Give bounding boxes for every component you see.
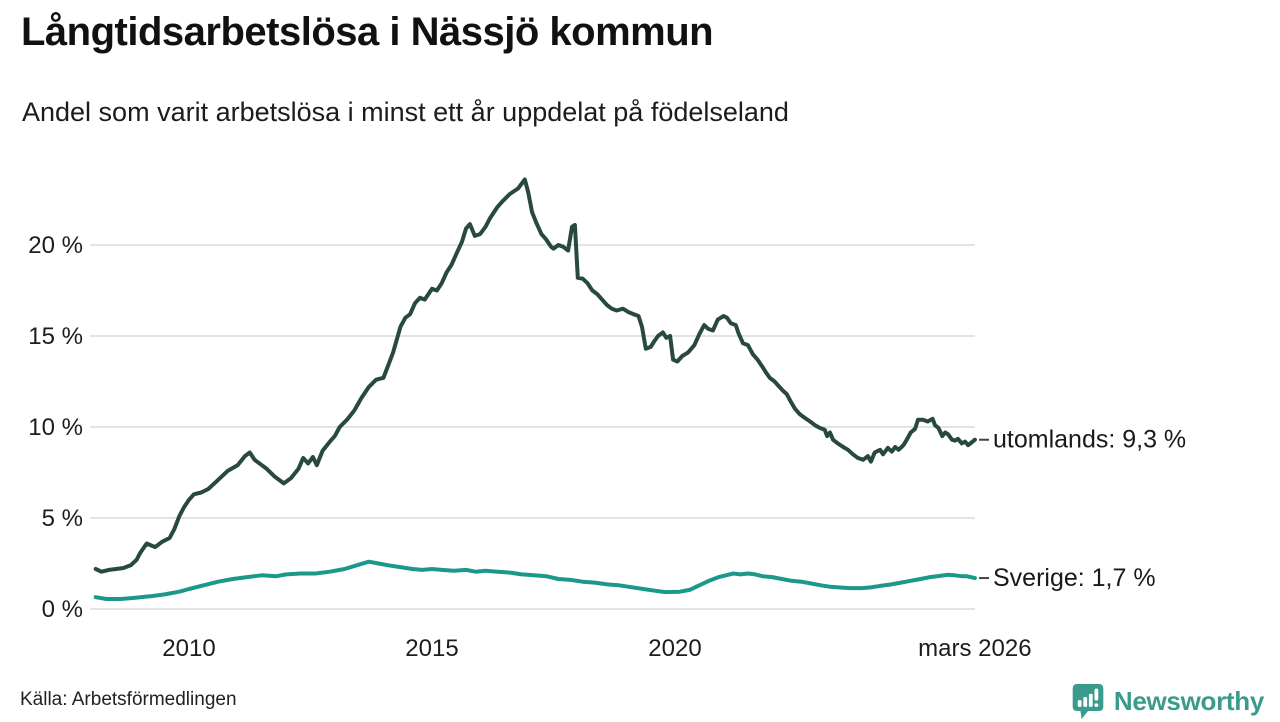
page-title: Långtidsarbetslösa i Nässjö kommun [21,10,714,54]
source-note: Källa: Arbetsförmedlingen [20,689,237,710]
x-tick-label: mars 2026 [918,635,1031,662]
series-end-label-sverige: Sverige: 1,7 % [993,564,1156,592]
y-tick-label: 20 % [28,232,83,259]
y-tick-label: 5 % [42,505,83,532]
x-tick-label: 2020 [648,635,701,662]
newsworthy-wordmark: Newsworthy [1113,686,1264,716]
page-subtitle: Andel som varit arbetslösa i minst ett å… [22,97,789,127]
newsworthy-logo: Newsworthy [1070,681,1264,722]
series-end-label-utomlands: utomlands: 9,3 % [993,426,1186,454]
x-tick-label: 2010 [162,635,215,662]
newsworthy-bubble-chart-icon [1072,683,1104,720]
y-tick-label: 10 % [28,414,83,441]
series-line-sverige [93,559,977,601]
series-line-utomlands [93,177,977,574]
x-tick-label: 2015 [405,635,458,662]
y-tick-label: 15 % [28,323,83,350]
y-tick-label: 0 % [42,596,83,623]
